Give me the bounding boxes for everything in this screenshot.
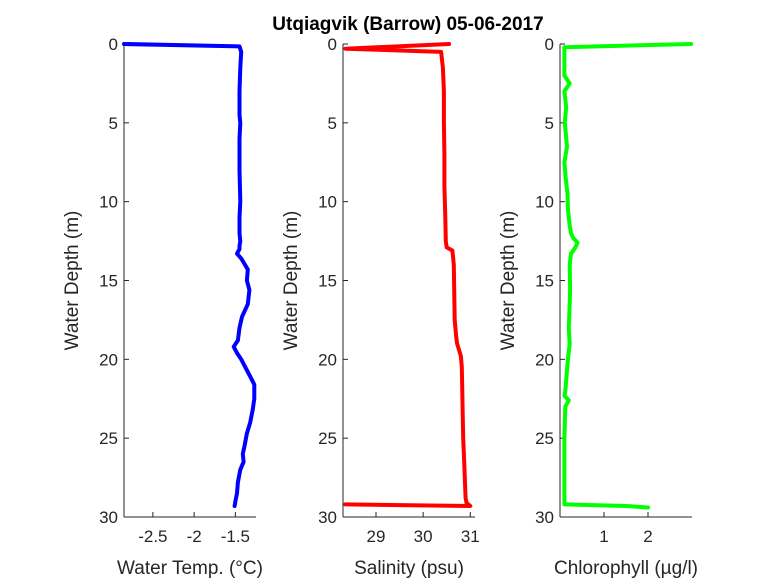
temperature-profile-line — [122, 42, 257, 508]
salinity-x-tick-label: 31 — [461, 527, 480, 546]
chlorophyll-panel: 0 5 10 15 20 25 30 1 2 Chlorophyll (µg/l) Water De… — [498, 35, 698, 579]
temperature-panel: 0 5 10 15 20 25 30 -2.5 -2 -1.5 Water Temp. (°C) Wa… — [62, 35, 263, 579]
temperature-y-tick-label: 30 — [99, 508, 118, 527]
salinity-x-axis-label: Salinity (psu) — [354, 558, 464, 579]
temperature-y-tick-label: 5 — [109, 114, 118, 133]
salinity-y-tick-label: 5 — [328, 114, 337, 133]
salinity-y-tick-label: 0 — [328, 35, 337, 54]
salinity-y-tick-label: 30 — [318, 508, 337, 527]
chlorophyll-y-tick-label: 10 — [535, 193, 554, 212]
salinity-y-axis-label: Water Depth (m) — [281, 211, 302, 351]
chlorophyll-y-tick-label: 0 — [545, 35, 554, 54]
temperature-x-tick-label: -1.5 — [221, 527, 250, 546]
temperature-y-tick-label: 15 — [99, 272, 118, 291]
temperature-x-axis-label: Water Temp. (°C) — [117, 558, 263, 579]
chlorophyll-x-axis-label: Chlorophyll (µg/l) — [554, 558, 698, 579]
chlorophyll-x-tick-label: 2 — [643, 527, 652, 546]
chlorophyll-y-tick-label: 30 — [535, 508, 554, 527]
chlorophyll-y-tick-label: 15 — [535, 272, 554, 291]
salinity-y-tick-label: 20 — [318, 350, 337, 369]
salinity-x-tick-label: 30 — [414, 527, 433, 546]
salinity-x-tick-label: 29 — [367, 527, 386, 546]
temperature-y-tick-label: 0 — [109, 35, 118, 54]
temperature-y-tick-label: 10 — [99, 193, 118, 212]
temperature-x-tick-label: -2.5 — [138, 527, 167, 546]
chlorophyll-y-tick-label: 25 — [535, 429, 554, 448]
chlorophyll-y-tick-label: 5 — [545, 114, 554, 133]
chlorophyll-y-tick-label: 20 — [535, 350, 554, 369]
temperature-y-tick-label: 20 — [99, 350, 118, 369]
chlorophyll-y-axis-label: Water Depth (m) — [498, 211, 519, 351]
chlorophyll-x-tick-label: 1 — [599, 527, 608, 546]
chlorophyll-profile-line — [562, 42, 694, 510]
chart-title: Utqiagvik (Barrow) 05-06-2017 — [272, 14, 543, 35]
salinity-y-tick-label: 10 — [318, 193, 337, 212]
temperature-x-tick-label: -2 — [187, 527, 202, 546]
temperature-y-tick-label: 25 — [99, 429, 118, 448]
salinity-profile-line — [343, 42, 473, 508]
salinity-y-tick-label: 15 — [318, 272, 337, 291]
salinity-panel: 0 5 10 15 20 25 30 29 30 31 Salinity (psu) Water De… — [281, 35, 480, 579]
salinity-y-tick-label: 25 — [318, 429, 337, 448]
temperature-y-axis-label: Water Depth (m) — [62, 211, 83, 351]
